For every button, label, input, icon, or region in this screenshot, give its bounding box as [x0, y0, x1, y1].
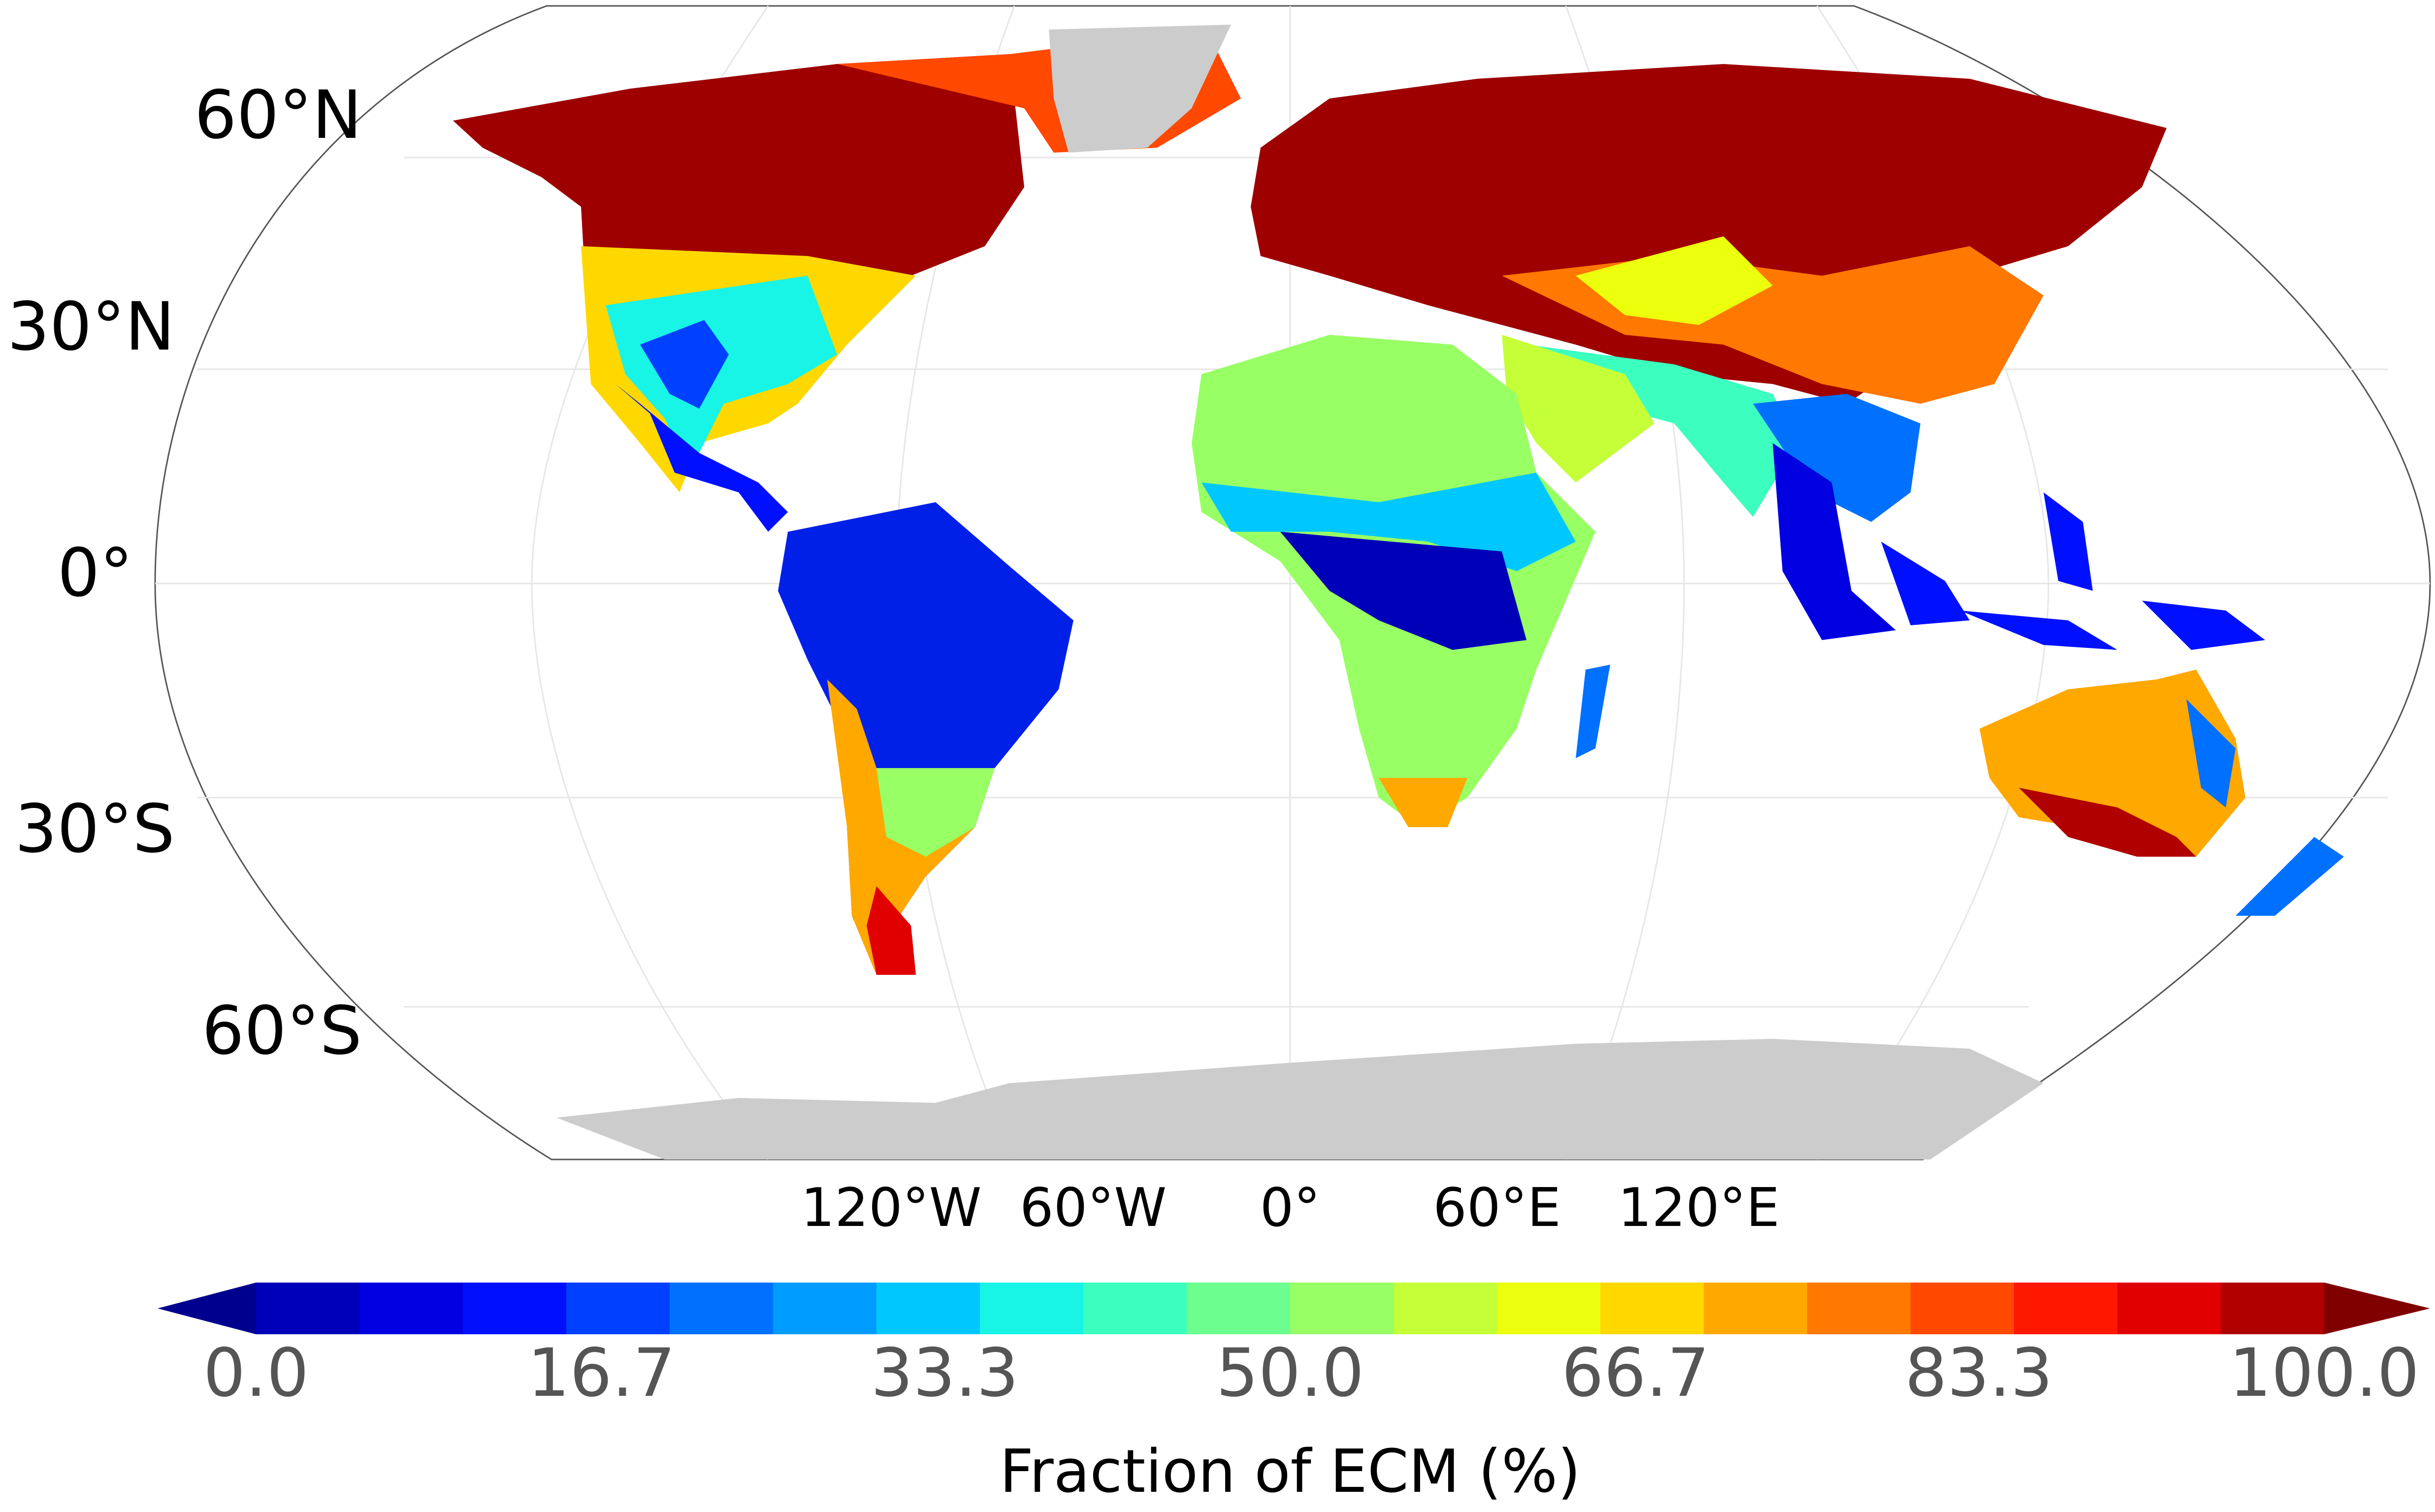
lon-label: 120°W: [801, 1177, 982, 1239]
colorbar-segment: [1290, 1283, 1394, 1334]
colorbar-segment: [256, 1283, 360, 1334]
colorbar-segment: [670, 1283, 774, 1334]
lon-label: 60°E: [1433, 1177, 1561, 1239]
lat-label: 60°N: [195, 76, 362, 154]
lon-label: 0°: [1260, 1177, 1321, 1239]
colorbar-tick-labels: 0.0 16.7 33.3 50.0 66.7 83.3 100.0: [203, 1334, 2420, 1412]
colorbar-segment: [1600, 1283, 1704, 1334]
colorbar-segment: [877, 1283, 980, 1334]
colorbar-tick-label: 100.0: [2229, 1334, 2419, 1412]
colorbar-segment: [773, 1283, 877, 1334]
lat-label: 30°N: [7, 288, 175, 365]
colorbar-segment: [980, 1283, 1084, 1334]
colorbar-segments: [256, 1283, 2325, 1334]
map-panel: 60°N 30°N 0° 30°S 60°S 120°W 60°W 0° 60°…: [7, 5, 2431, 1239]
colorbar-extend-max-arrow: [2324, 1283, 2430, 1334]
greenland: [1049, 25, 1231, 153]
colorbar-segment: [2014, 1283, 2118, 1334]
colorbar-segment: [1497, 1283, 1601, 1334]
lon-label: 60°W: [1020, 1177, 1167, 1239]
colorbar-segment: [566, 1283, 670, 1334]
colorbar-tick-label: 83.3: [1905, 1334, 2053, 1412]
longitude-labels: 120°W 60°W 0° 60°E 120°E: [801, 1177, 1780, 1239]
colorbar-segment: [359, 1283, 463, 1334]
lat-label: 60°S: [202, 992, 362, 1069]
colorbar-segment: [1394, 1283, 1497, 1334]
colorbar-tick-label: 0.0: [203, 1334, 309, 1412]
colorbar-segment: [463, 1283, 567, 1334]
colorbar-segment: [2221, 1283, 2325, 1334]
colorbar-title: Fraction of ECM (%): [1000, 1438, 1581, 1506]
colorbar-tick-label: 66.7: [1561, 1334, 1710, 1412]
colorbar-segment: [1704, 1283, 1808, 1334]
colorbar-segment: [1187, 1283, 1291, 1334]
antarctica: [556, 1039, 2044, 1159]
latitude-labels: 60°N 30°N 0° 30°S 60°S: [7, 76, 362, 1069]
lat-label: 30°S: [15, 790, 175, 868]
colorbar-extend-min-arrow: [158, 1283, 256, 1334]
arabia: [1502, 335, 1655, 483]
south-america: [778, 502, 1073, 975]
colorbar-tick-label: 16.7: [527, 1334, 676, 1412]
colorbar-tick-label: 50.0: [1216, 1334, 1364, 1412]
lon-label: 120°E: [1618, 1177, 1780, 1239]
colorbar-tick-label: 33.3: [871, 1334, 1019, 1412]
maritime-southeast-asia: [1881, 492, 2265, 650]
colorbar-segment: [1083, 1283, 1187, 1334]
australia: [1980, 670, 2245, 857]
lat-label: 0°: [58, 534, 133, 611]
colorbar-segment: [2117, 1283, 2221, 1334]
new-zealand: [2236, 837, 2344, 916]
madagascar: [1576, 665, 1610, 758]
colorbar-segment: [1807, 1283, 1911, 1334]
africa: [1192, 335, 1595, 827]
colorbar-segment: [1911, 1283, 2014, 1334]
continents: [453, 25, 2344, 1159]
colorbar: 0.0 16.7 33.3 50.0 66.7 83.3 100.0 Fraction of…: [158, 1283, 2430, 1506]
